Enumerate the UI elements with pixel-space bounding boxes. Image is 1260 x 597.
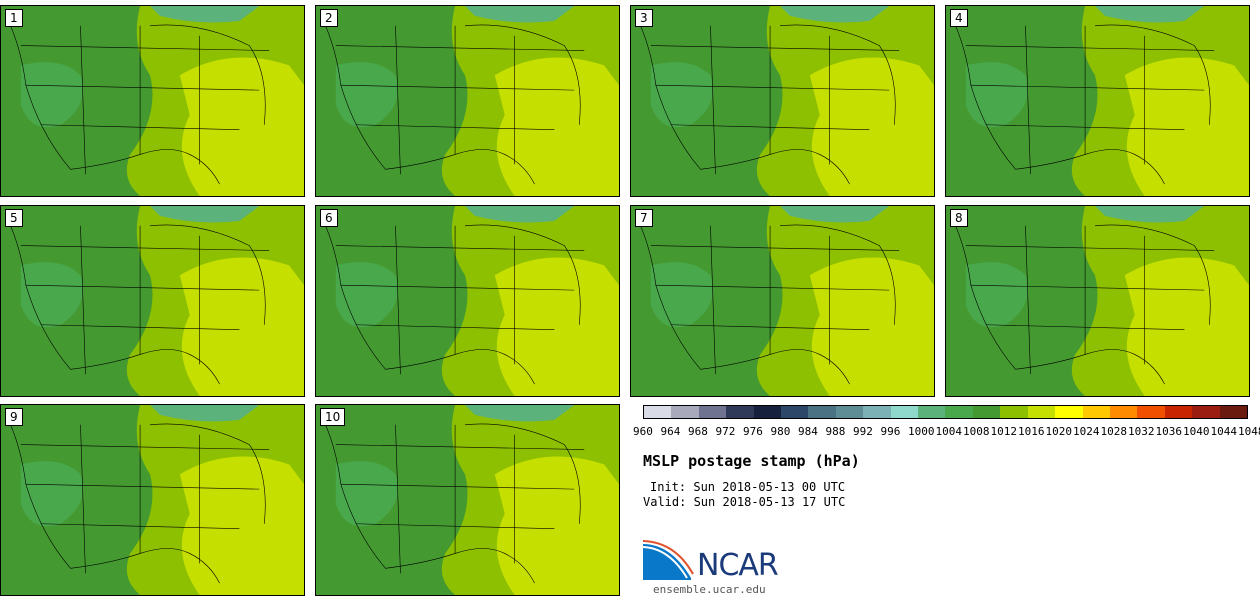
member-number: 2 bbox=[320, 9, 338, 27]
ensemble-member-map: 7 bbox=[630, 205, 935, 397]
colorbar-tick-label: 1012 bbox=[990, 425, 1018, 438]
member-number: 9 bbox=[5, 408, 23, 426]
member-number: 6 bbox=[320, 209, 338, 227]
colorbar-tick-label: 988 bbox=[825, 425, 846, 438]
ncar-logo bbox=[643, 540, 694, 580]
member-number: 3 bbox=[635, 9, 653, 27]
colorbar-swatch bbox=[1027, 406, 1056, 418]
colorbar-tick-label: 1044 bbox=[1210, 425, 1238, 438]
colorbar-tick-label: 1040 bbox=[1183, 425, 1210, 438]
colorbar-tick-label: 976 bbox=[743, 425, 763, 438]
member-number: 4 bbox=[950, 9, 968, 27]
colorbar-tick-label: 1036 bbox=[1155, 425, 1183, 438]
colorbar-tick-label: 1048 bbox=[1238, 425, 1260, 438]
colorbar-swatch bbox=[1192, 406, 1220, 418]
valid-time: Valid: Sun 2018-05-13 17 UTC bbox=[643, 495, 846, 509]
colorbar-swatch bbox=[1000, 406, 1028, 418]
colorbar-labels: 960 964 968 972 976 980 984 988 992 996 1000 1004 10… bbox=[633, 425, 1260, 439]
member-number: 1 bbox=[5, 9, 23, 27]
colorbar-swatch bbox=[671, 406, 699, 418]
colorbar-swatch bbox=[1164, 406, 1193, 418]
colorbar-tick-label: 1000 bbox=[908, 425, 935, 438]
colorbar-tick-label: 1024 bbox=[1073, 425, 1100, 438]
colorbar-swatch bbox=[863, 406, 891, 418]
init-time: Init: Sun 2018-05-13 00 UTC bbox=[650, 480, 846, 494]
colorbar-tick-label: 984 bbox=[798, 425, 818, 438]
colorbar-swatch bbox=[1055, 406, 1083, 418]
colorbar-swatch bbox=[972, 406, 1001, 418]
colorbar-tick-label: 1032 bbox=[1128, 425, 1155, 438]
member-number: 5 bbox=[5, 209, 23, 227]
logo-text: NCAR bbox=[697, 548, 779, 583]
colorbar-swatch bbox=[835, 406, 864, 418]
colorbar-swatch bbox=[1137, 406, 1165, 418]
colorbar-tick-label: 1008 bbox=[963, 425, 990, 438]
colorbar-swatch bbox=[918, 406, 946, 418]
pressure-colorbar bbox=[643, 405, 1248, 419]
colorbar-swatch bbox=[781, 406, 809, 418]
colorbar-swatch bbox=[1109, 406, 1138, 418]
ensemble-member-map: 2 bbox=[315, 5, 620, 197]
colorbar-tick-label: 996 bbox=[880, 425, 901, 438]
colorbar-swatch bbox=[698, 406, 727, 418]
colorbar-tick-label: 980 bbox=[770, 425, 791, 438]
ensemble-member-map: 3 bbox=[630, 5, 935, 197]
ensemble-member-map: 10 bbox=[315, 404, 620, 596]
ensemble-member-map: 6 bbox=[315, 205, 620, 397]
colorbar-tick-label: 1016 bbox=[1018, 425, 1045, 438]
colorbar-tick-label: 972 bbox=[715, 425, 736, 438]
colorbar-swatch bbox=[945, 406, 973, 418]
ensemble-member-map: 8 bbox=[945, 205, 1250, 397]
site-url: ensemble.ucar.edu bbox=[653, 583, 766, 596]
member-number: 10 bbox=[320, 408, 346, 426]
colorbar-tick-label: 968 bbox=[688, 425, 708, 438]
colorbar-swatch bbox=[808, 406, 836, 418]
colorbar-tick-label: 964 bbox=[660, 425, 681, 438]
colorbar-tick-label: 1020 bbox=[1045, 425, 1073, 438]
ensemble-member-map: 4 bbox=[945, 5, 1250, 197]
colorbar-swatch bbox=[1082, 406, 1110, 418]
colorbar-tick-label: 1004 bbox=[935, 425, 963, 438]
colorbar-tick-label: 992 bbox=[853, 425, 873, 438]
member-number: 8 bbox=[950, 209, 968, 227]
colorbar-tick-label: 1028 bbox=[1100, 425, 1128, 438]
colorbar-swatch bbox=[890, 406, 919, 418]
colorbar-swatch bbox=[644, 406, 672, 418]
colorbar-swatch bbox=[753, 406, 782, 418]
colorbar-tick-label: 960 bbox=[633, 425, 653, 438]
ensemble-member-map: 5 bbox=[0, 205, 305, 397]
member-number: 7 bbox=[635, 209, 653, 227]
ensemble-member-map: 9 bbox=[0, 404, 305, 596]
colorbar-swatch bbox=[726, 406, 754, 418]
ensemble-member-map: 1 bbox=[0, 5, 305, 197]
chart-title: MSLP postage stamp (hPa) bbox=[643, 452, 860, 470]
colorbar-swatch bbox=[1219, 406, 1247, 418]
